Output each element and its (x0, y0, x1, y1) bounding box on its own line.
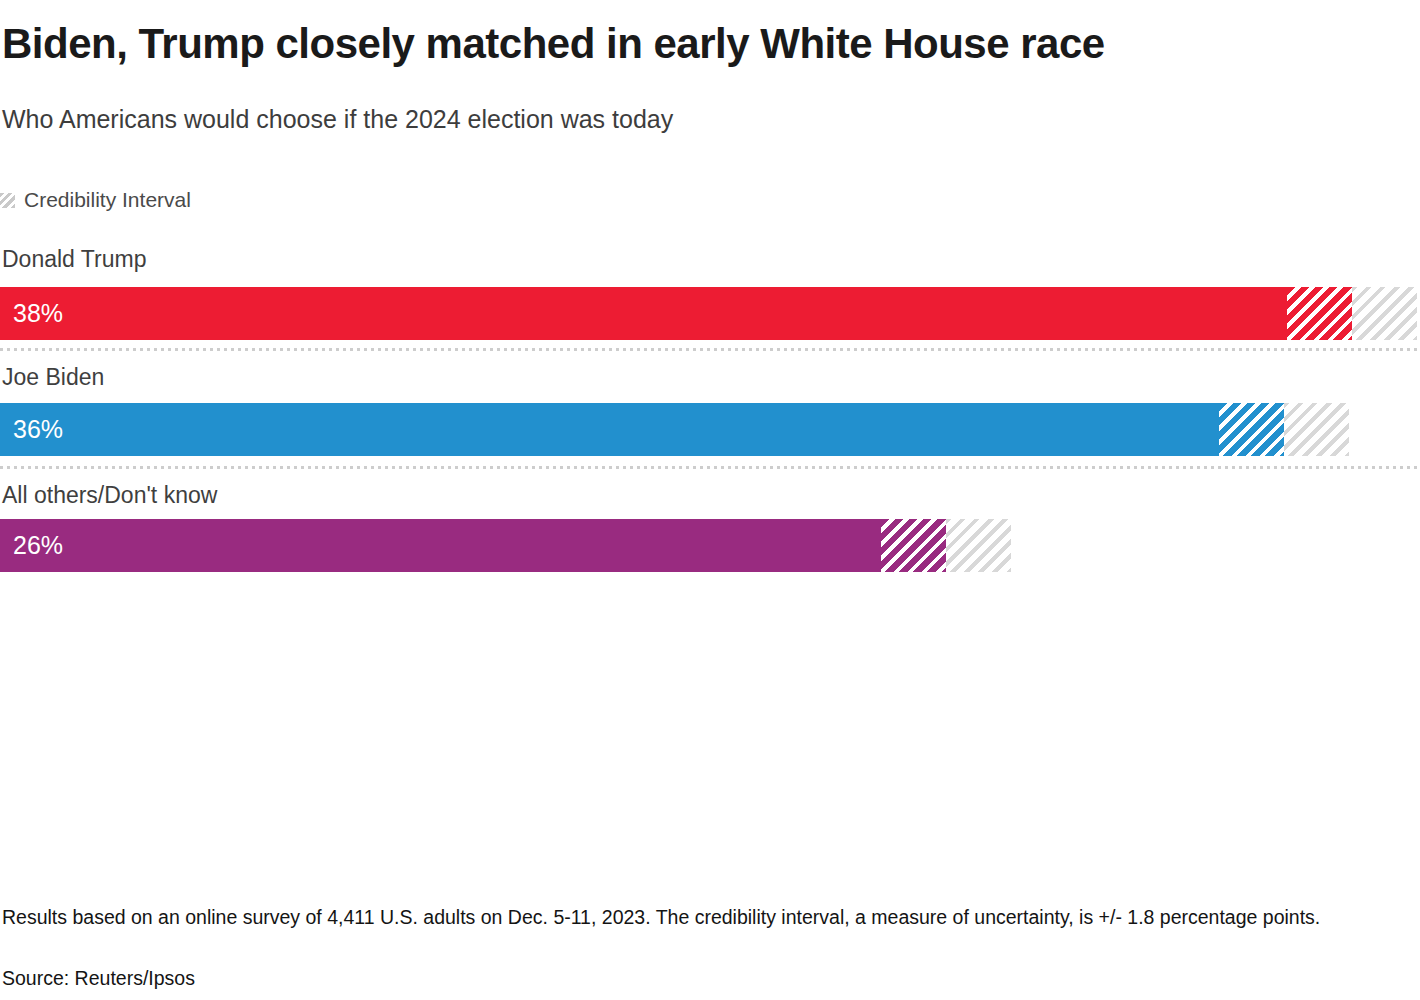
bar-label-joe-biden: Joe Biden (2, 364, 104, 391)
bar-value-label: 38% (0, 299, 63, 328)
legend: Credibility Interval (0, 188, 191, 212)
ci-hatch-beyond-bar (1284, 403, 1349, 456)
ci-hatch-beyond-bar (946, 519, 1011, 572)
ci-hatch-on-bar (881, 519, 946, 572)
methodology-note: Results based on an online survey of 4,4… (2, 902, 1337, 932)
bar-label-donald-trump: Donald Trump (2, 246, 146, 273)
row-separator (0, 348, 1420, 351)
chart-subtitle: Who Americans would choose if the 2024 e… (2, 105, 673, 134)
ci-hatch-beyond-bar (1352, 287, 1417, 340)
credibility-interval-hatch-icon (0, 193, 15, 208)
bar-value-label: 36% (0, 415, 63, 444)
bar-solid: 26% (0, 519, 881, 572)
legend-label: Credibility Interval (24, 188, 191, 212)
bar-solid: 38% (0, 287, 1287, 340)
bar-label-all-others: All others/Don't know (2, 482, 217, 509)
bar-row: 38% (0, 287, 1417, 340)
ci-hatch-on-bar (1287, 287, 1352, 340)
bar-row: 26% (0, 519, 1011, 572)
chart-canvas: Biden, Trump closely matched in early Wh… (0, 0, 1420, 1000)
chart-title: Biden, Trump closely matched in early Wh… (2, 20, 1105, 68)
bar-solid: 36% (0, 403, 1219, 456)
bar-row: 36% (0, 403, 1349, 456)
bar-value-label: 26% (0, 531, 63, 560)
ci-hatch-on-bar (1219, 403, 1284, 456)
source-credit: Source: Reuters/Ipsos (2, 967, 195, 990)
row-separator (0, 466, 1420, 469)
